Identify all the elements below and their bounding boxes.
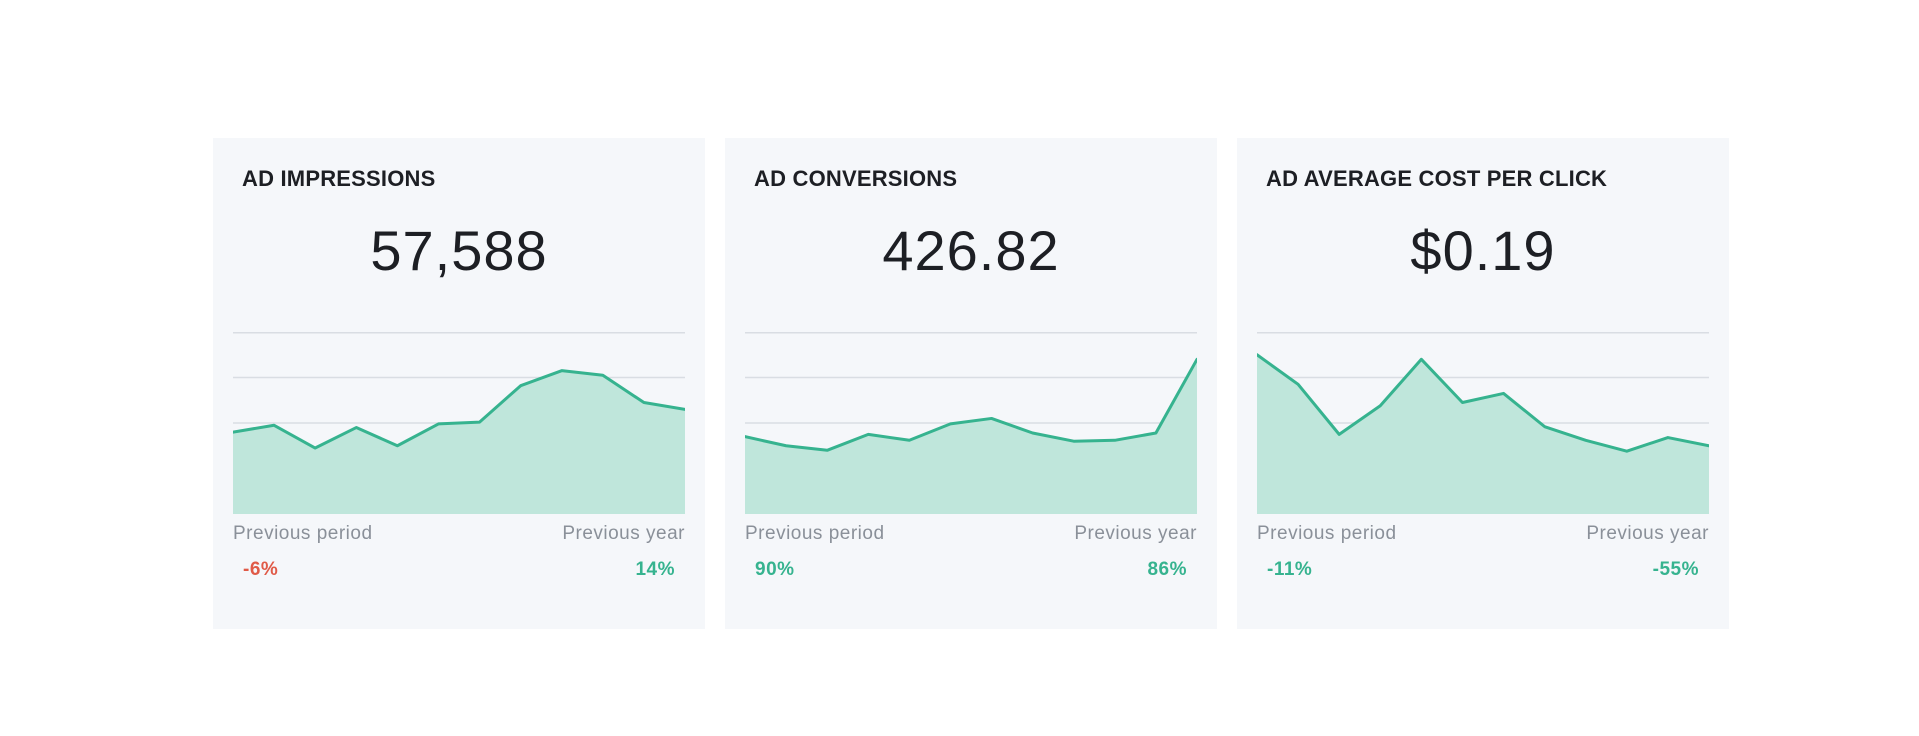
metric-value: $0.19 (1410, 219, 1556, 282)
sparkline-chart (745, 332, 1197, 514)
previous-period-change: -6% (243, 559, 279, 580)
series-area (233, 370, 685, 514)
previous-period-change: 90% (755, 559, 795, 580)
metric-card-ad-average-cost-per-click[interactable]: AD AVERAGE COST PER CLICK $0.19 Previous… (1237, 138, 1729, 629)
metric-value: 57,588 (370, 219, 548, 282)
previous-period-label: Previous period (233, 523, 373, 544)
previous-year-change: -55% (1652, 559, 1699, 580)
series-line (745, 357, 1197, 452)
series-line (233, 369, 685, 450)
previous-period-label: Previous period (745, 523, 885, 544)
previous-period-label: Previous period (1257, 523, 1397, 544)
previous-year-label: Previous year (562, 523, 685, 544)
sparkline-chart (233, 332, 685, 514)
card-title: AD IMPRESSIONS (242, 166, 436, 191)
metric-card-ad-conversions[interactable]: AD CONVERSIONS 426.82 Previous period Pr… (725, 138, 1217, 629)
metric-value: 426.82 (882, 219, 1060, 282)
previous-year-label: Previous year (1074, 523, 1197, 544)
series-line (1257, 353, 1709, 453)
metric-card-ad-impressions[interactable]: AD IMPRESSIONS 57,588 Previous period Pr… (213, 138, 705, 629)
card-title: AD AVERAGE COST PER CLICK (1266, 166, 1608, 191)
previous-year-change: 14% (635, 559, 675, 580)
metrics-row: AD IMPRESSIONS 57,588 Previous period Pr… (213, 138, 1729, 629)
previous-period-change: -11% (1267, 559, 1313, 580)
series-area (745, 359, 1197, 514)
previous-year-label: Previous year (1586, 523, 1709, 544)
previous-year-change: 86% (1147, 559, 1187, 580)
series-area (1257, 354, 1709, 514)
card-title: AD CONVERSIONS (754, 166, 958, 191)
sparkline-chart (1257, 332, 1709, 514)
